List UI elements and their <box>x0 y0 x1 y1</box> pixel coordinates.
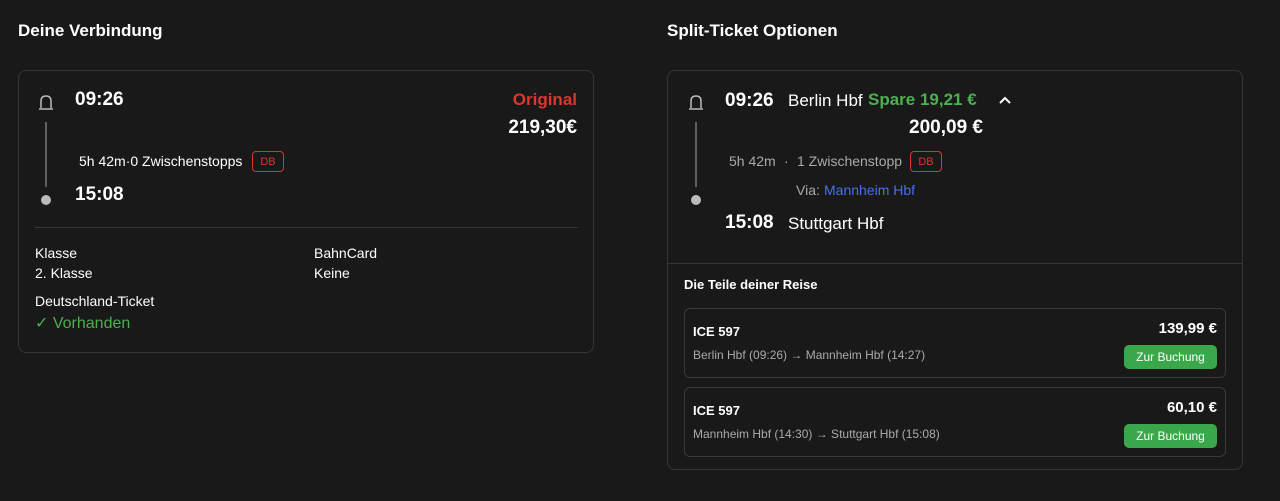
timeline <box>39 95 53 205</box>
detail-label: BahnCard <box>314 245 378 261</box>
part-card <box>684 387 1226 457</box>
booking-button[interactable]: Zur Buchung <box>1124 424 1217 448</box>
detail-value: 2. Klasse <box>35 265 93 281</box>
booking-button[interactable]: Zur Buchung <box>1124 345 1217 369</box>
detail-value: Keine <box>314 265 350 281</box>
detail-value: ✓ Vorhanden <box>35 315 131 332</box>
price: 219,30€ <box>508 117 577 138</box>
arrival-time: 15:08 <box>725 212 774 233</box>
price-label: Original <box>512 90 577 109</box>
duration: 5h 42m·0 Zwischenstopps <box>79 153 243 169</box>
train: ICE 597 <box>693 403 740 418</box>
departure-station: Berlin Hbf <box>788 91 863 110</box>
detail-label: Klasse <box>35 245 78 261</box>
separator: · <box>784 153 789 169</box>
departure-time: 09:26 <box>75 89 124 110</box>
savings: Spare 19,21 € <box>868 90 977 109</box>
via-station[interactable]: Mannheim Hbf <box>824 182 916 198</box>
operator-badge: DB <box>252 151 284 172</box>
divider <box>35 227 578 228</box>
section-title: Split-Ticket Optionen <box>667 21 838 40</box>
route: Mannheim Hbf (14:30) → Stuttgart Hbf (15… <box>693 427 940 441</box>
part-price: 60,10 € <box>1166 399 1217 416</box>
split-card <box>667 70 1243 470</box>
part-card <box>684 308 1226 378</box>
duration: 5h 42m <box>729 153 776 169</box>
route: Berlin Hbf (09:26) → Mannheim Hbf (14:27… <box>693 348 926 362</box>
collapse-icon[interactable] <box>997 93 1013 107</box>
train: ICE 597 <box>693 324 740 339</box>
connection-card <box>18 70 594 353</box>
price: 200,09 € <box>909 117 983 138</box>
divider <box>668 263 1242 264</box>
operator-badge: DB <box>910 151 942 172</box>
detail-label: Deutschland-Ticket <box>35 293 155 309</box>
arrival-station: Stuttgart Hbf <box>788 214 884 233</box>
stops: 1 Zwischenstopp <box>797 153 903 169</box>
arrival-time: 15:08 <box>75 184 124 205</box>
parts-title: Die Teile deiner Reise <box>684 277 818 292</box>
part-price: 139,99 € <box>1158 320 1217 337</box>
departure-time: 09:26 <box>725 90 774 111</box>
via-label: Via: <box>796 182 820 198</box>
section-title: Deine Verbindung <box>18 21 163 40</box>
timeline <box>689 95 703 205</box>
